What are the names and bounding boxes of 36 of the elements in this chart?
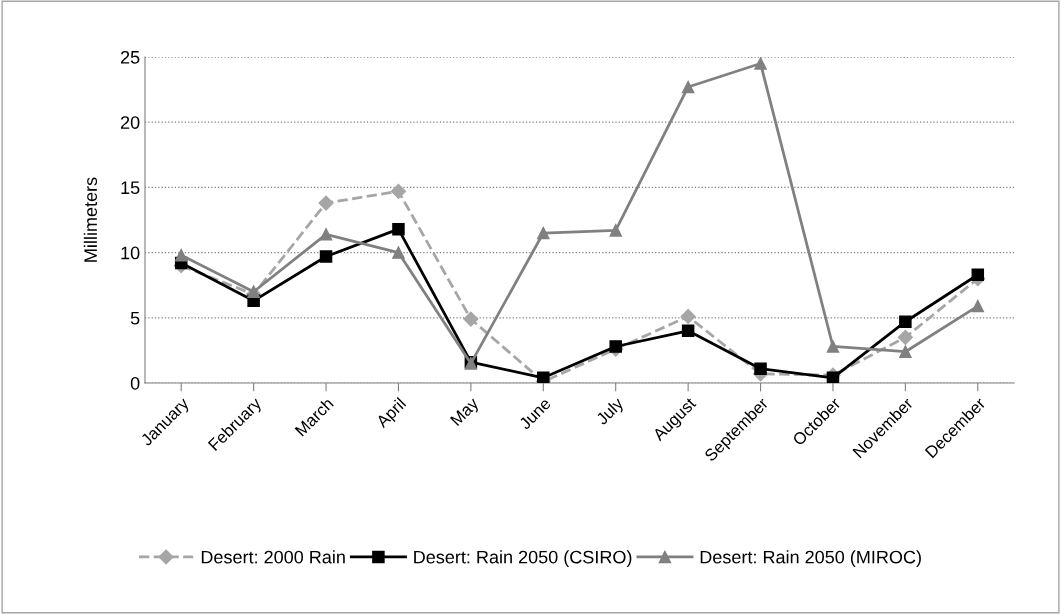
point bbox=[754, 362, 767, 375]
point bbox=[681, 80, 695, 94]
point bbox=[971, 299, 985, 313]
point bbox=[754, 57, 767, 70]
point bbox=[681, 324, 695, 338]
point bbox=[609, 224, 622, 237]
point bbox=[390, 183, 407, 199]
point bbox=[899, 345, 912, 358]
point bbox=[826, 371, 840, 383]
point bbox=[609, 340, 622, 353]
y-tick-label: 10 bbox=[121, 246, 140, 260]
point bbox=[319, 250, 333, 263]
y-tick-label: 20 bbox=[120, 116, 140, 129]
point bbox=[392, 246, 405, 259]
point bbox=[897, 329, 913, 345]
x-tick-label: July bbox=[594, 396, 627, 428]
point bbox=[319, 228, 333, 241]
legend-label: Desert: Rain 2050 (MIROC) bbox=[700, 550, 921, 568]
y-axis-title: Millimeters bbox=[83, 177, 98, 262]
y-tick-label: 15 bbox=[121, 181, 140, 195]
x-tick-label: May bbox=[450, 396, 482, 429]
point bbox=[826, 340, 840, 353]
point bbox=[537, 226, 550, 240]
point bbox=[680, 308, 696, 325]
point bbox=[174, 248, 188, 262]
point bbox=[318, 195, 334, 211]
y-tick-label: 25 bbox=[120, 50, 140, 64]
point bbox=[971, 268, 985, 282]
legend-label: Desert: Rain 2050 (CSIRO) bbox=[414, 550, 632, 568]
y-tick-label: 5 bbox=[130, 311, 140, 325]
point bbox=[463, 311, 479, 327]
point bbox=[899, 315, 912, 328]
point bbox=[392, 222, 405, 236]
legend-label: Desert: 2000 Rain bbox=[201, 550, 345, 564]
point bbox=[247, 285, 260, 298]
y-tick-label: 0 bbox=[130, 376, 140, 390]
